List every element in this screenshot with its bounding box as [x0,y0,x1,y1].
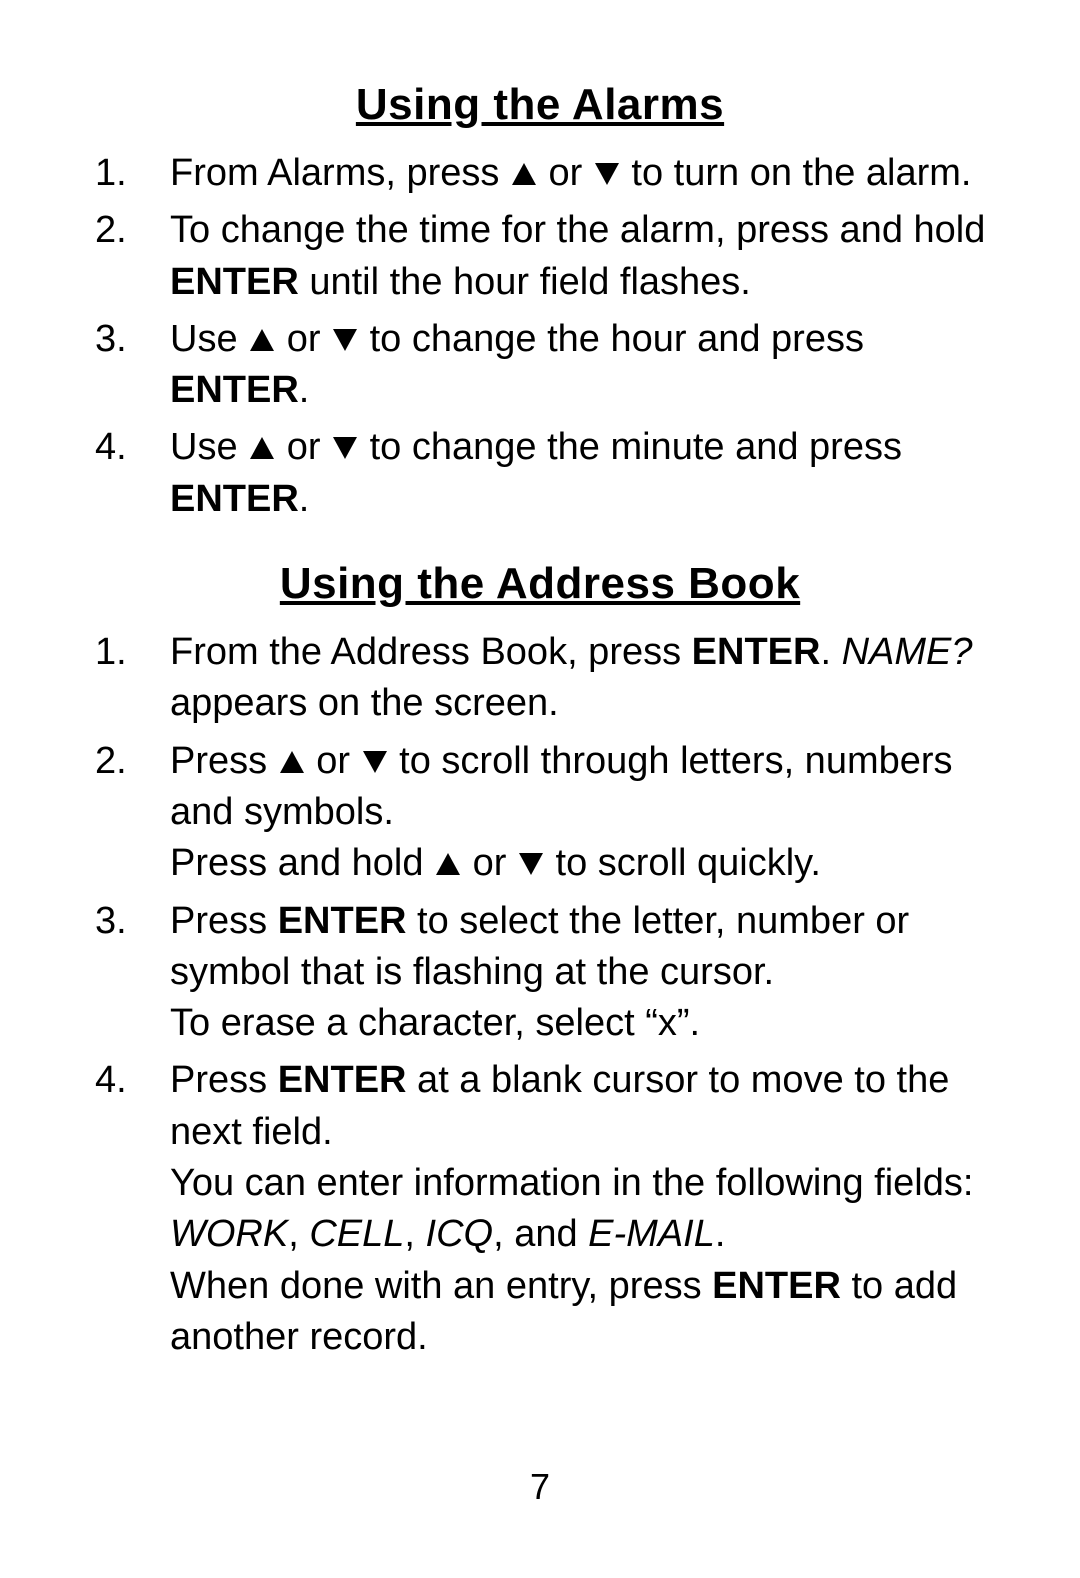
text-run: WORK [170,1213,288,1255]
sections-container: Using the Alarms From Alarms, press or to… [90,80,990,1363]
text-run: To erase a character, select “x”. [170,1002,700,1044]
text-run: CELL [309,1213,404,1255]
text-run: ENTER [712,1265,841,1307]
text-run: . [299,478,310,520]
step-item: Use or to change the minute and press EN… [90,422,990,525]
text-run: From the Address Book, press [170,631,692,673]
text-run: or [276,318,331,360]
page-number: 7 [0,1466,1080,1508]
text-run: E-MAIL [588,1213,715,1255]
step-item: Use or to change the hour and press ENTE… [90,314,990,417]
text-run: You can enter information in the followi… [170,1162,973,1204]
text-run: appears on the screen. [170,682,559,724]
text-run: . [299,369,310,411]
step-item: From the Address Book, press ENTER. NAME… [90,627,990,730]
arrow-up-icon [248,327,276,353]
text-run: until the hour field flashes. [299,261,751,303]
text-run: ENTER [170,369,299,411]
arrow-down-icon [517,851,545,877]
step-item: Press ENTER to select the letter, number… [90,896,990,1050]
text-run: Press [170,1059,278,1101]
text-run: or [306,740,361,782]
section-title: Using the Alarms [90,80,990,130]
text-run: ENTER [278,900,407,942]
step-item: Press ENTER at a blank cursor to move to… [90,1055,990,1363]
text-run: Use [170,426,248,468]
text-run: When done with an entry, press [170,1265,712,1307]
text-run: , [288,1213,309,1255]
text-run: Use [170,318,248,360]
manual-page: Using the Alarms From Alarms, press or to… [0,0,1080,1578]
text-run: to change the hour and press [359,318,864,360]
arrow-down-icon [593,161,621,187]
text-run: Press and hold [170,842,434,884]
section-title: Using the Address Book [90,559,990,609]
arrow-up-icon [434,851,462,877]
step-item: From Alarms, press or to turn on the ala… [90,148,990,199]
text-run: to change the minute and press [359,426,902,468]
arrow-up-icon [510,161,538,187]
text-run: ENTER [170,478,299,520]
step-list: From the Address Book, press ENTER. NAME… [90,627,990,1363]
text-run: ICQ [426,1213,494,1255]
text-run: Press [170,740,278,782]
text-run: to turn on the alarm. [621,152,972,194]
text-run: , and [493,1213,588,1255]
arrow-down-icon [361,749,389,775]
text-run: or [538,152,593,194]
text-run: ENTER [692,631,821,673]
arrow-down-icon [331,327,359,353]
arrow-down-icon [331,435,359,461]
arrow-up-icon [278,749,306,775]
arrow-up-icon [248,435,276,461]
text-run: ENTER [170,261,299,303]
text-run: To change the time for the alarm, press … [170,209,985,251]
text-run: to scroll quickly. [545,842,821,884]
text-run: ENTER [278,1059,407,1101]
step-item: To change the time for the alarm, press … [90,205,990,308]
step-list: From Alarms, press or to turn on the ala… [90,148,990,525]
text-run: Press [170,900,278,942]
text-run: . [715,1213,726,1255]
text-run: From Alarms, press [170,152,510,194]
text-run: or [276,426,331,468]
step-item: Press or to scroll through letters, numb… [90,736,990,890]
text-run: or [462,842,517,884]
text-run: NAME? [842,631,973,673]
text-run: . [820,631,841,673]
text-run: , [404,1213,425,1255]
